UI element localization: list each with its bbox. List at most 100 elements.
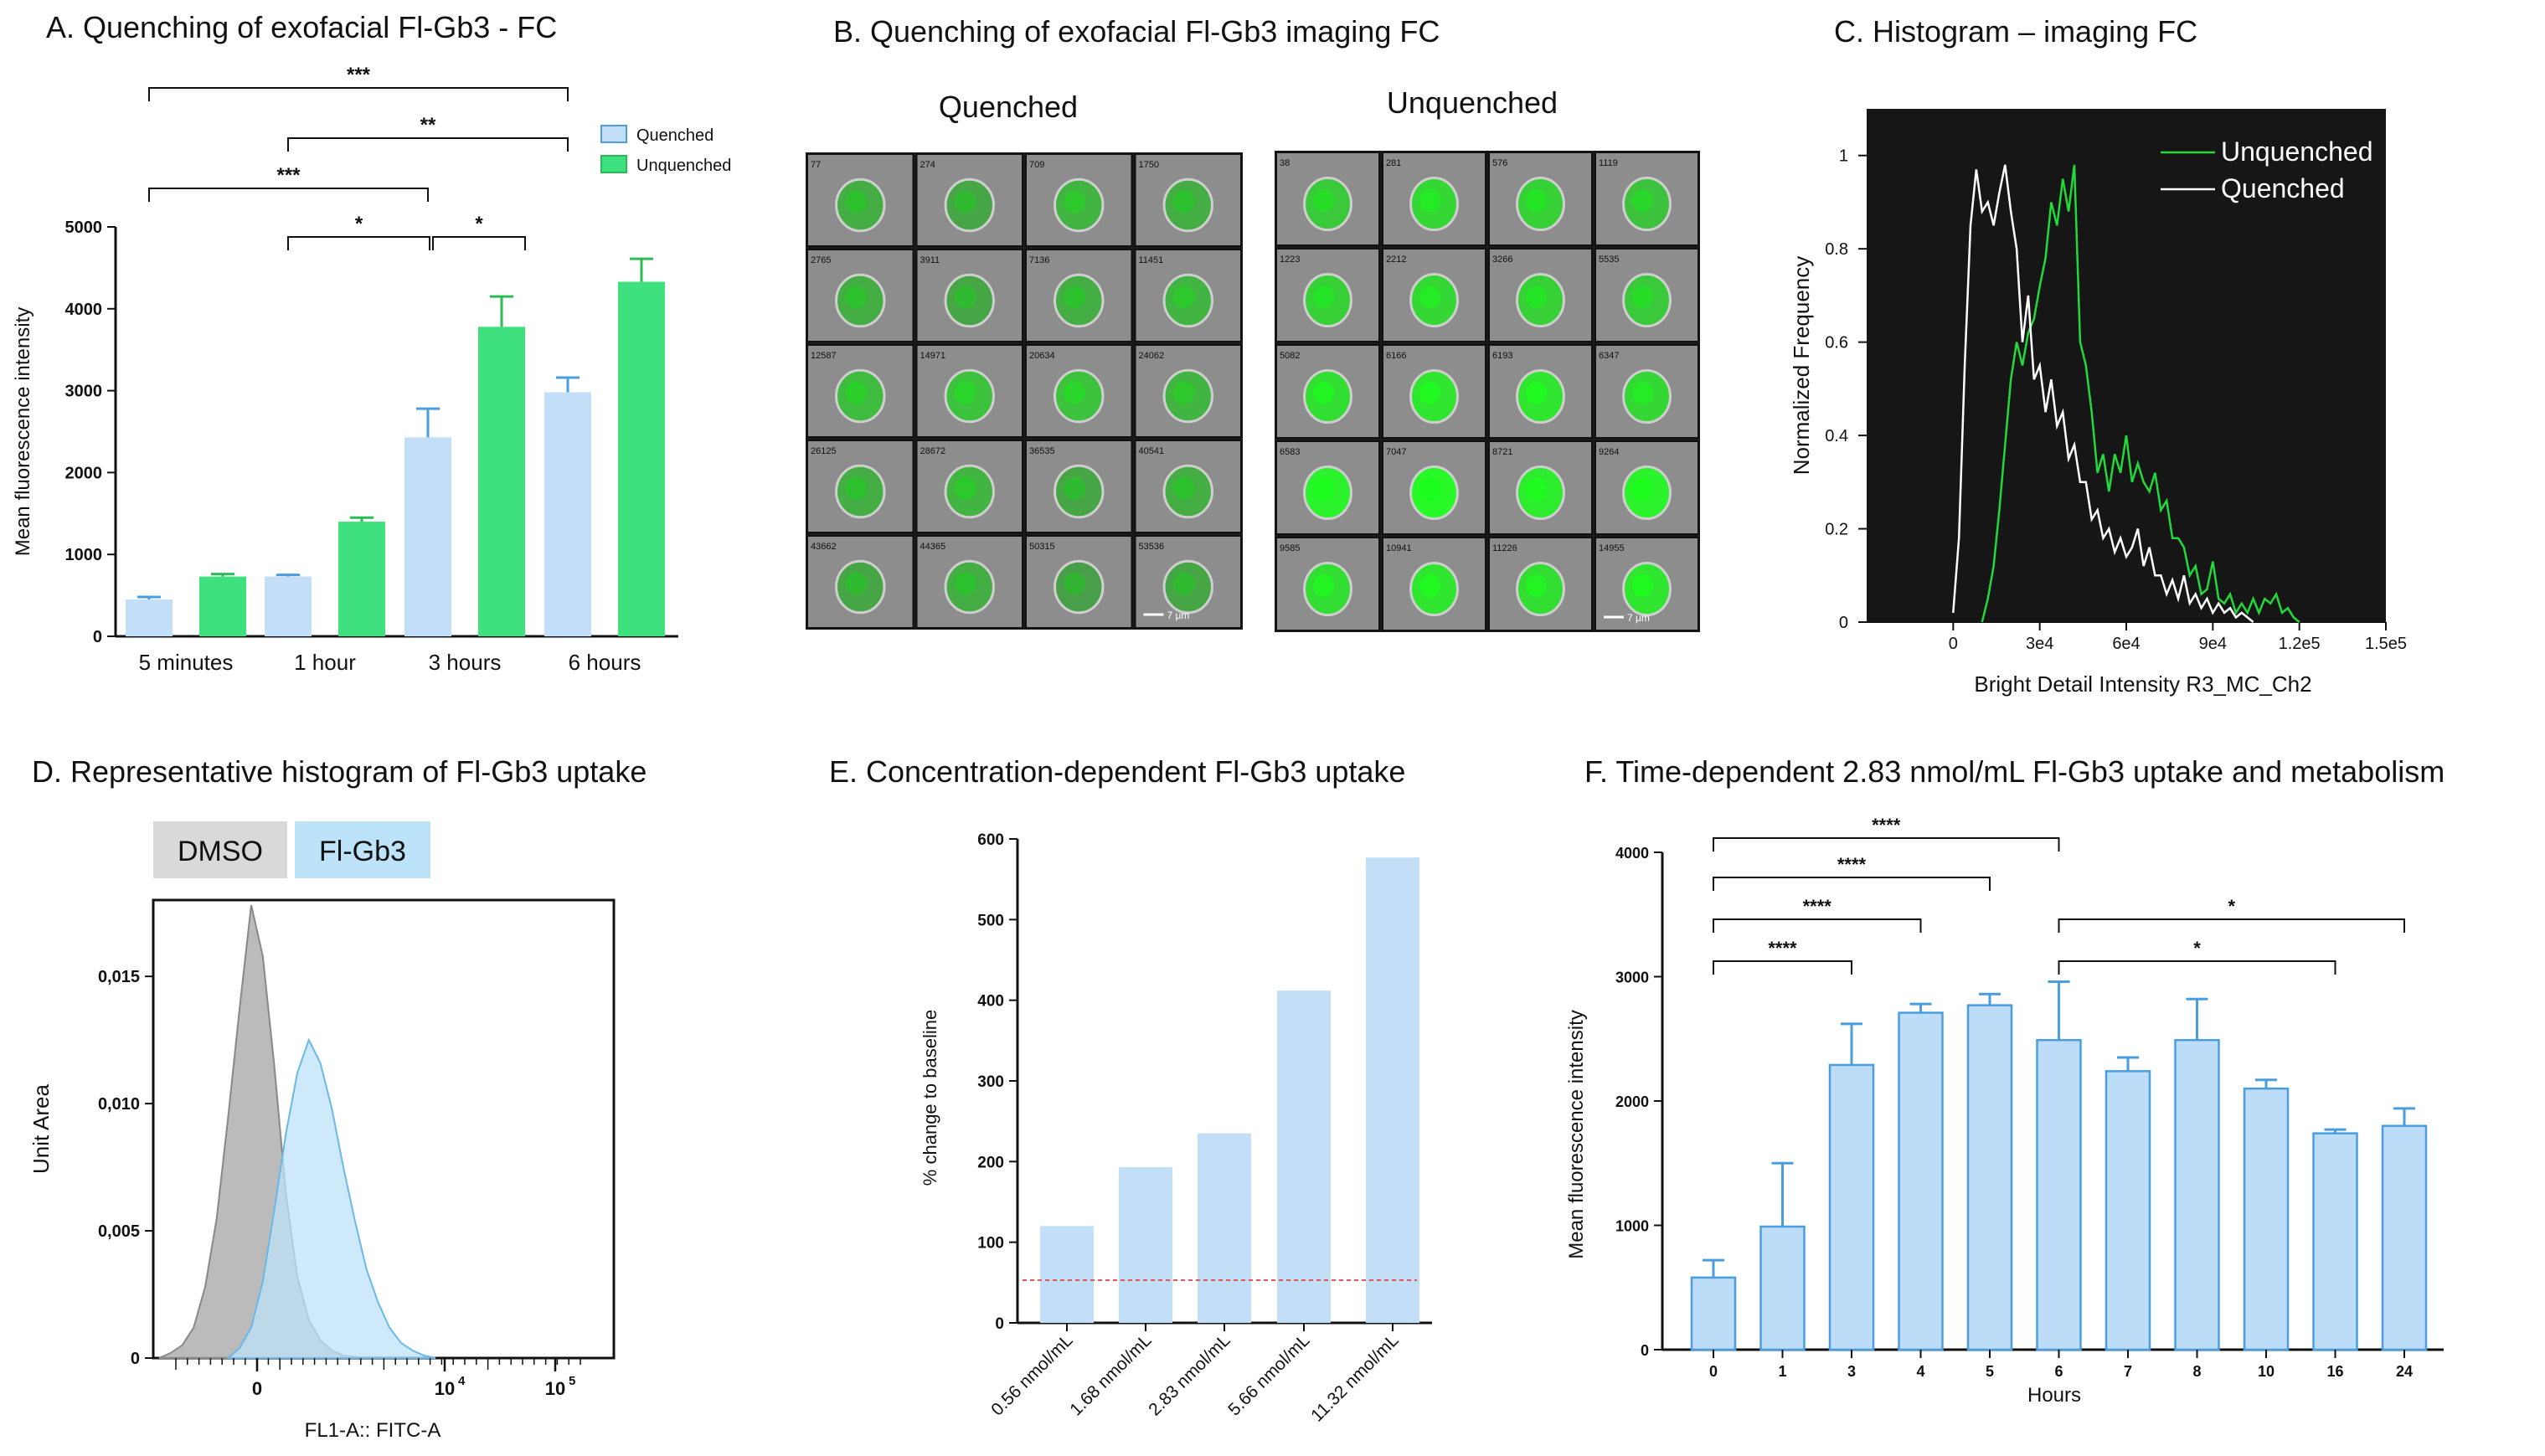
panel-d-y-tick-label: 0 bbox=[131, 1350, 140, 1368]
panel-b-quenched-cell-id: 709 bbox=[1029, 160, 1044, 170]
panel-b-quenched-cell-nucleus bbox=[845, 381, 868, 404]
panel-d-x-tick-label: 10 bbox=[545, 1378, 565, 1399]
panel-b-unquenched-cell-id: 2212 bbox=[1386, 255, 1406, 265]
panel-e-title: E. Concentration-dependent Fl-Gb3 uptake bbox=[829, 754, 1405, 789]
panel-b-unquenched-cell-id: 6166 bbox=[1386, 351, 1406, 361]
panel-c-y-tick-label: 1 bbox=[1839, 147, 1848, 166]
panel-a-bar-quenched bbox=[265, 576, 312, 636]
panel-a-significance-bracket bbox=[148, 87, 569, 101]
panel-c-title: C. Histogram – imaging FC bbox=[1834, 14, 2197, 49]
panel-a-x-tick-label: 1 hour bbox=[294, 650, 356, 675]
panel-b-unquenched-cell-id: 6347 bbox=[1599, 351, 1619, 361]
panel-b-quenched-cell-nucleus bbox=[954, 286, 976, 309]
panel-f-y-axis-label: Mean fluorescence intensity bbox=[1565, 1010, 1588, 1259]
panel-d-legend-dmso-label: DMSO bbox=[178, 836, 263, 867]
panel-b-quenched-cell-nucleus bbox=[954, 381, 976, 404]
panel-e-y-tick-label: 200 bbox=[977, 1154, 1004, 1171]
panel-d-x-tick-exponent: 4 bbox=[458, 1374, 466, 1388]
panel-b-quenched-cell-id: 7136 bbox=[1029, 255, 1049, 265]
panel-f-significance-bracket bbox=[1713, 960, 1852, 975]
panel-b-unquenched-cell-id: 281 bbox=[1386, 158, 1401, 168]
panel-f-x-tick-label: 4 bbox=[1916, 1363, 1924, 1380]
panel-f-y-tick-label: 4000 bbox=[1615, 845, 1649, 862]
panel-f-chart: 0 1000 2000 3000 4000 Mean fluorescence inten… bbox=[1565, 815, 2444, 1407]
panel-b-unquenched-cell-id: 5535 bbox=[1599, 255, 1619, 265]
panel-b-unquenched-cell-nucleus bbox=[1525, 188, 1548, 213]
panel-a-bar-unquenched bbox=[338, 522, 385, 636]
panel-f-x-tick-label: 1 bbox=[1778, 1363, 1786, 1380]
panel-f-significance-bracket-label: **** bbox=[1872, 815, 1901, 836]
panel-b-unquenched-cell-id: 7047 bbox=[1386, 447, 1406, 457]
panel-f-significance-bracket-label: * bbox=[2193, 938, 2201, 959]
panel-a-bar-quenched bbox=[404, 437, 451, 636]
panel-f-bar bbox=[1690, 1276, 1737, 1351]
panel-c-x-tick-label: 1.2e5 bbox=[2279, 635, 2321, 653]
panel-b-quenched-cell-nucleus bbox=[1172, 381, 1195, 404]
panel-a-significance-bracket-label: * bbox=[475, 213, 483, 235]
panel-d-y-axis-label: Unit Area bbox=[28, 1083, 54, 1173]
panel-b-unquenched-scale-label: 7 μm bbox=[1627, 612, 1650, 624]
panel-b-unquenched-cell-id: 1223 bbox=[1280, 255, 1300, 265]
panel-a-bar-quenched bbox=[544, 392, 591, 636]
panel-b-quenched-cell-nucleus bbox=[1064, 190, 1086, 214]
panel-b-unquenched-cell-nucleus bbox=[1525, 285, 1548, 309]
panel-b-quenched-cell-id: 28672 bbox=[920, 446, 946, 456]
panel-a-significance-bracket-label: *** bbox=[276, 164, 301, 187]
panel-e-x-tick-label: 5.66 nmol/mL bbox=[1224, 1330, 1313, 1419]
panel-a-legend-swatch bbox=[600, 125, 627, 143]
panel-f-bar bbox=[1759, 1225, 1806, 1351]
panel-b-unquenched-cell-id: 8721 bbox=[1492, 447, 1512, 457]
panel-b-quenched-cell-id: 36535 bbox=[1029, 446, 1055, 456]
panel-b-unquenched-cell-id: 9264 bbox=[1599, 447, 1619, 457]
panel-e-bar bbox=[1119, 1167, 1172, 1323]
panel-b-unquenched-cell-nucleus bbox=[1525, 574, 1548, 598]
panel-b-quenched-cell-id: 50315 bbox=[1029, 542, 1055, 552]
panel-b-quenched-cell-id: 11451 bbox=[1139, 255, 1164, 265]
panel-b-quenched-cell-nucleus bbox=[954, 572, 976, 595]
panel-f-x-tick-label: 5 bbox=[1986, 1363, 1994, 1380]
panel-b-unquenched-cell-id: 3266 bbox=[1492, 255, 1512, 265]
panel-a-bar-unquenched bbox=[199, 576, 246, 636]
panel-b-unquenched-cell-id: 9585 bbox=[1280, 543, 1300, 553]
panel-b-unquenched-cell-nucleus bbox=[1631, 574, 1654, 598]
panel-b-quenched-cell-nucleus bbox=[845, 476, 868, 500]
panel-b-quenched-cell-nucleus bbox=[1064, 476, 1086, 500]
panel-b-quenched-cell-id: 40541 bbox=[1139, 446, 1165, 456]
panel-b-unquenched-cell-id: 5082 bbox=[1280, 351, 1300, 361]
panel-a-legend-label: Unquenched bbox=[636, 157, 731, 175]
panel-f-x-tick-label: 8 bbox=[2192, 1363, 2201, 1380]
panel-b-unquenched-cell-id: 6193 bbox=[1492, 351, 1512, 361]
panel-b-quenched-cell-id: 43662 bbox=[811, 542, 837, 552]
panel-b-unquenched-cell-nucleus bbox=[1312, 477, 1335, 502]
panel-f-bar bbox=[1898, 1011, 1944, 1351]
panel-a-legend-label: Quenched bbox=[636, 126, 714, 145]
panel-f-bar bbox=[2105, 1070, 2151, 1351]
panel-c-legend-label: Unquenched bbox=[2221, 136, 2372, 167]
panel-b-unquenched-cell-id: 14955 bbox=[1599, 543, 1625, 553]
panel-b-unquenched-cell bbox=[1382, 344, 1486, 439]
panel-f-significance-bracket bbox=[1713, 877, 1991, 891]
panel-a-y-tick-label: 3000 bbox=[65, 383, 103, 401]
panel-e-y-tick-label: 400 bbox=[977, 993, 1004, 1011]
panel-f-bar bbox=[2243, 1087, 2290, 1351]
panel-b-quenched-cell-nucleus bbox=[845, 572, 868, 595]
panel-e-x-tick-label: 0.56 nmol/mL bbox=[987, 1330, 1076, 1419]
panel-b-unquenched-cell-nucleus bbox=[1419, 188, 1441, 213]
panel-b-quenched-cell-nucleus bbox=[1064, 381, 1086, 404]
panel-c-legend-label: Quenched bbox=[2221, 173, 2345, 203]
panel-b-unquenched-cell-nucleus bbox=[1419, 574, 1441, 598]
panel-a-bar-unquenched bbox=[618, 281, 665, 636]
panel-b-unquenched-cell-id: 10941 bbox=[1386, 543, 1412, 553]
panel-a-significance-bracket-label: * bbox=[355, 213, 363, 235]
panel-e-bar bbox=[1366, 857, 1419, 1323]
panel-e-bar bbox=[1040, 1226, 1094, 1323]
panel-e-y-tick-label: 100 bbox=[977, 1235, 1004, 1253]
panel-b-unquenched-cell-nucleus bbox=[1312, 381, 1335, 405]
panel-d-histogram-fl-gb3 bbox=[225, 1037, 436, 1359]
panel-b-unquenched-cell-nucleus bbox=[1419, 381, 1441, 405]
panel-e-x-tick-label: 1.68 nmol/mL bbox=[1066, 1330, 1155, 1419]
panel-b-quenched-cell-nucleus bbox=[1064, 572, 1086, 595]
panel-e-x-tick-label: 11.32 nmol/mL bbox=[1307, 1330, 1402, 1425]
panel-e-y-tick-label: 600 bbox=[977, 831, 1004, 849]
